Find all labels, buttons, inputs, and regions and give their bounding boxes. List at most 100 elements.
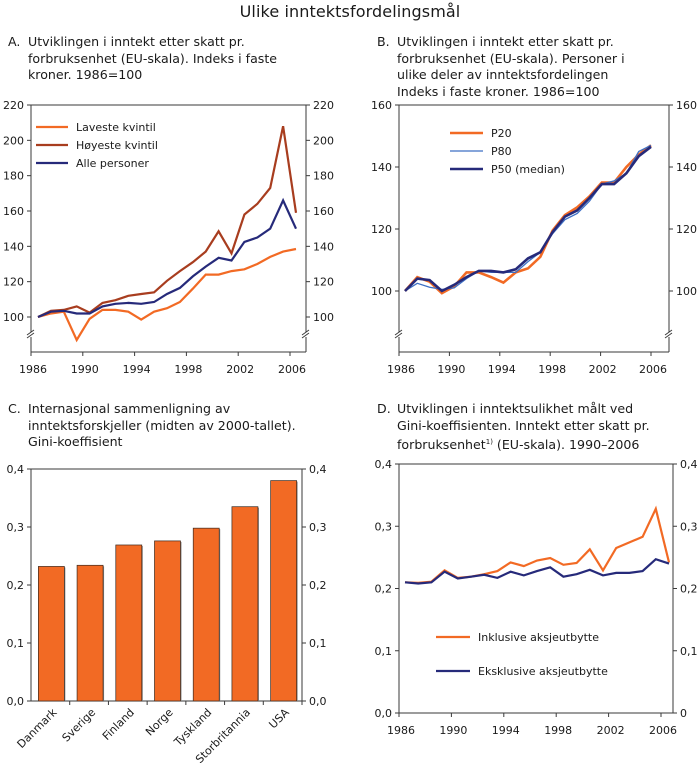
chart-c-category-label: Norge xyxy=(143,706,176,739)
chart-a-y-tick-label-right: 100 xyxy=(313,311,334,324)
chart-c-bar xyxy=(38,566,65,702)
panel-d-letter: D. xyxy=(377,401,391,416)
chart-d-y-tick-label-right: 0,1 xyxy=(680,645,698,658)
chart-d-legend-label: Inklusive aksjeutbytte xyxy=(478,631,599,644)
panel-d-title: D. Utviklingen i inntektsulikhet målt ve… xyxy=(377,401,650,454)
chart-a-y-tick-label-left: 180 xyxy=(3,170,24,183)
chart-d-y-tick-label-left: 0,1 xyxy=(375,645,393,658)
chart-b-y-tick-label-right: 120 xyxy=(676,223,697,236)
chart-c-bar xyxy=(154,540,181,702)
chart-d-y-tick-label-right: 0,2 xyxy=(680,583,698,596)
chart-a-legend-label: Alle personer xyxy=(76,157,149,170)
chart-b-y-tick-label-left: 100 xyxy=(371,285,392,298)
chart-d-series-line xyxy=(404,557,670,585)
panel-d-title-suffix: (EU-skala). 1990–2006 xyxy=(492,437,640,453)
chart-a-series-line xyxy=(37,125,298,318)
chart-a-y-tick-label-left: 220 xyxy=(3,99,24,112)
chart-b-legend-label: P50 (median) xyxy=(491,163,565,176)
chart-c-y-tick-label-right: 0,2 xyxy=(309,579,327,592)
chart-b-axis-break-mark xyxy=(664,332,673,339)
chart-b-axis-break-mark xyxy=(394,332,403,339)
chart-c-category-label: USA xyxy=(266,706,292,732)
panel-d-footnote-marker: 1) xyxy=(485,438,493,446)
chart-d-y-tick-label-right: 0,3 xyxy=(680,520,698,533)
chart-b-y-tick-label-left: 140 xyxy=(371,161,392,174)
chart-d-y-tick-label-left: 0,0 xyxy=(375,707,393,720)
chart-a-x-tick-label: 2006 xyxy=(278,363,306,376)
chart-c-category-label: Finland xyxy=(100,706,137,743)
chart-b-axis-break-gap xyxy=(395,332,403,337)
chart-d-y-tick-label-left: 0,3 xyxy=(375,520,393,533)
chart-a-y-tick-label-right: 180 xyxy=(313,170,334,183)
panel-d-title-main: Utviklingen i inntektsulikhet målt ved G… xyxy=(397,401,650,453)
chart-d-x-tick-label: 2002 xyxy=(597,724,625,737)
chart-a-y-tick-label-right: 200 xyxy=(313,134,334,147)
chart-a-y-tick-label-right: 140 xyxy=(313,240,334,253)
chart-a-x-tick-label: 2002 xyxy=(226,363,254,376)
chart-b-legend-label: P20 xyxy=(491,127,512,140)
chart-b-legend-label: P80 xyxy=(491,145,512,158)
chart-a-x-tick-label: 1994 xyxy=(123,363,151,376)
chart-a-series-line xyxy=(37,197,298,319)
panel-c-title-text: Internasjonal sammenligning av inntektsf… xyxy=(28,401,296,449)
chart-b-axis-break-mark xyxy=(664,329,673,336)
panel-b-title: B. Utviklingen i inntekt etter skatt pr.… xyxy=(377,34,625,100)
chart-a-x-tick-label: 1998 xyxy=(174,363,202,376)
chart-c-category-label: Sverige xyxy=(60,706,99,745)
chart-c-y-tick-label-left: 0,3 xyxy=(7,521,25,534)
chart-a-axis-break-gap xyxy=(302,332,310,337)
chart-a-y-tick-label-left: 200 xyxy=(3,134,24,147)
chart-c-y-tick-label-left: 0,1 xyxy=(7,637,25,650)
chart-c-y-tick-label-right: 0,4 xyxy=(309,463,327,476)
chart-c-y-tick-label-left: 0,4 xyxy=(7,463,25,476)
chart-a-y-tick-label-right: 160 xyxy=(313,205,334,218)
chart-c-category-label: Danmark xyxy=(15,705,60,750)
chart-c-y-tick-label-left: 0,2 xyxy=(7,579,25,592)
panel-b-letter: B. xyxy=(377,34,390,49)
chart-d-legend-label: Eksklusive aksjeutbytte xyxy=(478,665,608,678)
chart-c-bar xyxy=(270,480,297,702)
chart-d-x-tick-label: 1994 xyxy=(492,724,520,737)
chart-b-y-tick-label-right: 160 xyxy=(676,99,697,112)
chart-a-y-tick-label-left: 140 xyxy=(3,240,24,253)
chart-b-axis-break-mark xyxy=(394,329,403,336)
chart-b-x-tick-label: 2006 xyxy=(639,363,667,376)
panel-c-title: C. Internasjonal sammenligning av inntek… xyxy=(8,401,296,451)
panel-a-title: A. Utviklingen i inntekt etter skatt pr.… xyxy=(8,34,277,84)
chart-c-y-tick-label-right: 0,0 xyxy=(309,695,327,708)
chart-c-bar xyxy=(192,527,220,702)
chart-d-y-tick-label-left: 0,4 xyxy=(375,458,393,471)
chart-c-y-tick-label-right: 0,3 xyxy=(309,521,327,534)
chart-d-x-tick-label: 1990 xyxy=(439,724,467,737)
chart-a-legend-label: Høyeste kvintil xyxy=(76,139,158,152)
chart-a-y-tick-label-left: 100 xyxy=(3,311,24,324)
chart-c-y-tick-label-right: 0,1 xyxy=(309,637,327,650)
chart-d-x-tick-label: 1998 xyxy=(544,724,572,737)
chart-c-bar xyxy=(231,506,259,702)
chart-a-axis-break-mark xyxy=(301,332,310,339)
chart-b-y-tick-label-left: 160 xyxy=(371,99,392,112)
chart-a-axis-break-mark xyxy=(301,329,310,336)
chart-b-x-tick-label: 1986 xyxy=(387,363,415,376)
chart-b-x-tick-label: 1994 xyxy=(488,363,516,376)
chart-a-y-tick-label-left: 160 xyxy=(3,205,24,218)
chart-d-y-tick-label-right: 0 xyxy=(680,707,687,720)
chart-c-bar xyxy=(76,564,104,702)
chart-a-series-line xyxy=(37,247,297,343)
chart-b-y-tick-label-right: 140 xyxy=(676,161,697,174)
chart-b-axis-break-gap xyxy=(665,332,673,337)
page-title: Ulike inntektsfordelingsmål xyxy=(239,2,461,21)
chart-a-axis-break-mark xyxy=(26,332,35,339)
chart-c-bar xyxy=(115,544,143,702)
chart-a-y-tick-label-right: 120 xyxy=(313,276,334,289)
chart-a-axis-break-gap xyxy=(27,332,35,337)
chart-d-x-tick-label: 1986 xyxy=(387,724,415,737)
chart-d-x-tick-label: 2006 xyxy=(649,724,677,737)
panel-a-letter: A. xyxy=(8,34,21,49)
chart-a-y-tick-label-left: 120 xyxy=(3,276,24,289)
chart-d-y-tick-label-right: 0,4 xyxy=(680,458,698,471)
panel-d-title-text: Utviklingen i inntektsulikhet målt ved G… xyxy=(377,401,650,454)
panel-a-title-text: Utviklingen i inntekt etter skatt pr. fo… xyxy=(28,34,278,82)
chart-a-y-tick-label-right: 220 xyxy=(313,99,334,112)
